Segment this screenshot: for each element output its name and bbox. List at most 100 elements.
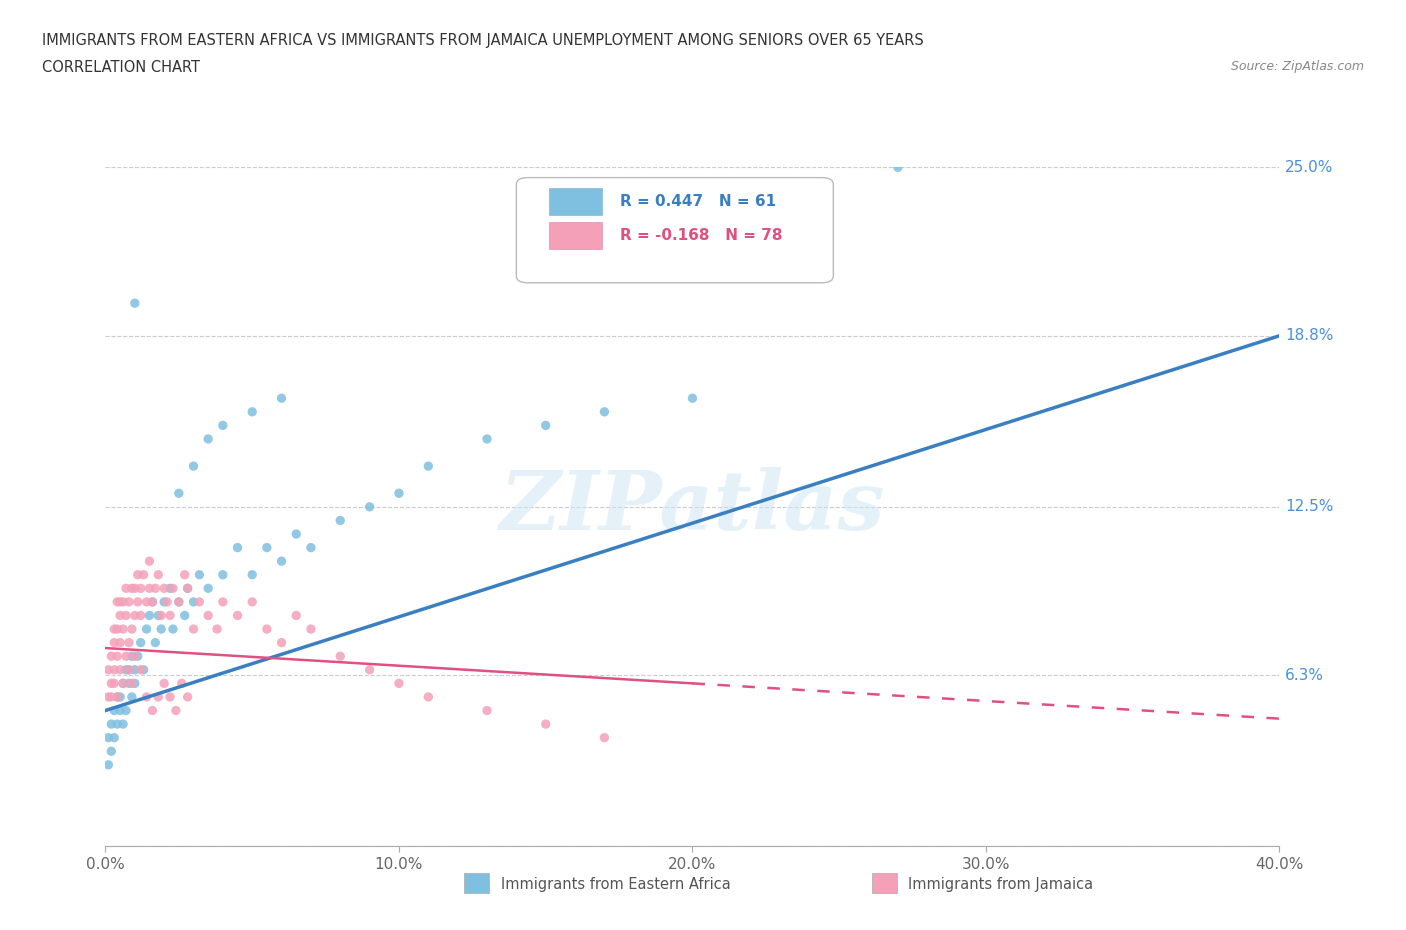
Point bbox=[124, 608, 146, 623]
Point bbox=[132, 567, 155, 582]
Point bbox=[240, 567, 263, 582]
Point bbox=[112, 621, 135, 636]
Point bbox=[124, 581, 146, 596]
Point bbox=[103, 730, 125, 745]
Point bbox=[115, 662, 138, 677]
Point bbox=[887, 160, 910, 175]
Point bbox=[148, 567, 170, 582]
Text: 12.5%: 12.5% bbox=[1285, 499, 1334, 514]
Point bbox=[197, 581, 219, 596]
Point bbox=[226, 608, 249, 623]
FancyBboxPatch shape bbox=[550, 188, 602, 215]
Point bbox=[108, 635, 131, 650]
Point bbox=[226, 540, 249, 555]
Point bbox=[475, 432, 498, 446]
Point bbox=[148, 608, 170, 623]
Point bbox=[124, 296, 146, 311]
Point bbox=[124, 662, 146, 677]
Point bbox=[240, 405, 263, 419]
Point bbox=[170, 676, 193, 691]
Text: 6.3%: 6.3% bbox=[1285, 668, 1324, 683]
Point bbox=[173, 608, 195, 623]
Point bbox=[97, 689, 120, 704]
Point bbox=[285, 608, 308, 623]
Point bbox=[159, 689, 181, 704]
Point bbox=[329, 649, 352, 664]
Point bbox=[112, 594, 135, 609]
Point bbox=[143, 635, 166, 650]
Point bbox=[135, 621, 157, 636]
Point bbox=[141, 594, 163, 609]
Text: IMMIGRANTS FROM EASTERN AFRICA VS IMMIGRANTS FROM JAMAICA UNEMPLOYMENT AMONG SEN: IMMIGRANTS FROM EASTERN AFRICA VS IMMIGR… bbox=[42, 33, 924, 47]
Point bbox=[183, 621, 205, 636]
Point bbox=[256, 621, 278, 636]
Point bbox=[359, 499, 381, 514]
Point bbox=[141, 703, 163, 718]
Point bbox=[197, 608, 219, 623]
Point bbox=[97, 662, 120, 677]
Point bbox=[105, 621, 128, 636]
Point bbox=[418, 458, 440, 473]
Point bbox=[105, 717, 128, 732]
Point bbox=[121, 581, 143, 596]
Point bbox=[112, 676, 135, 691]
Point bbox=[162, 621, 184, 636]
Point bbox=[176, 581, 198, 596]
Point bbox=[138, 553, 160, 568]
Point bbox=[534, 717, 557, 732]
Point bbox=[159, 581, 181, 596]
Point bbox=[148, 689, 170, 704]
Point bbox=[121, 621, 143, 636]
Point bbox=[162, 581, 184, 596]
Point bbox=[141, 594, 163, 609]
Point bbox=[115, 581, 138, 596]
Point bbox=[150, 608, 173, 623]
Point bbox=[108, 608, 131, 623]
Point bbox=[103, 703, 125, 718]
Point bbox=[167, 485, 190, 500]
Text: ZIPatlas: ZIPatlas bbox=[499, 467, 886, 547]
Point bbox=[183, 458, 205, 473]
Point bbox=[159, 608, 181, 623]
Point bbox=[100, 676, 122, 691]
Point bbox=[118, 635, 141, 650]
Point bbox=[270, 635, 292, 650]
Text: CORRELATION CHART: CORRELATION CHART bbox=[42, 60, 200, 75]
Point bbox=[138, 608, 160, 623]
Point bbox=[97, 730, 120, 745]
Point bbox=[108, 662, 131, 677]
Point bbox=[121, 649, 143, 664]
Point bbox=[138, 581, 160, 596]
Point bbox=[188, 594, 211, 609]
Text: Immigrants from Eastern Africa: Immigrants from Eastern Africa bbox=[501, 877, 730, 892]
Point bbox=[103, 621, 125, 636]
Point bbox=[124, 676, 146, 691]
Point bbox=[100, 689, 122, 704]
Point bbox=[103, 635, 125, 650]
Point bbox=[121, 676, 143, 691]
Point bbox=[100, 717, 122, 732]
Point bbox=[105, 689, 128, 704]
Point bbox=[270, 391, 292, 405]
Point bbox=[593, 405, 616, 419]
Point bbox=[135, 689, 157, 704]
Point bbox=[359, 662, 381, 677]
Point bbox=[270, 553, 292, 568]
Point bbox=[112, 717, 135, 732]
Point bbox=[211, 567, 233, 582]
Text: 18.8%: 18.8% bbox=[1285, 328, 1334, 343]
FancyBboxPatch shape bbox=[516, 178, 834, 283]
Point bbox=[153, 581, 176, 596]
Point bbox=[118, 662, 141, 677]
Point bbox=[197, 432, 219, 446]
Point bbox=[153, 594, 176, 609]
Point bbox=[108, 703, 131, 718]
Point bbox=[132, 662, 155, 677]
Point bbox=[100, 649, 122, 664]
Point bbox=[176, 581, 198, 596]
Point bbox=[167, 594, 190, 609]
Point bbox=[256, 540, 278, 555]
Point bbox=[329, 513, 352, 528]
Point bbox=[112, 676, 135, 691]
Point bbox=[115, 703, 138, 718]
